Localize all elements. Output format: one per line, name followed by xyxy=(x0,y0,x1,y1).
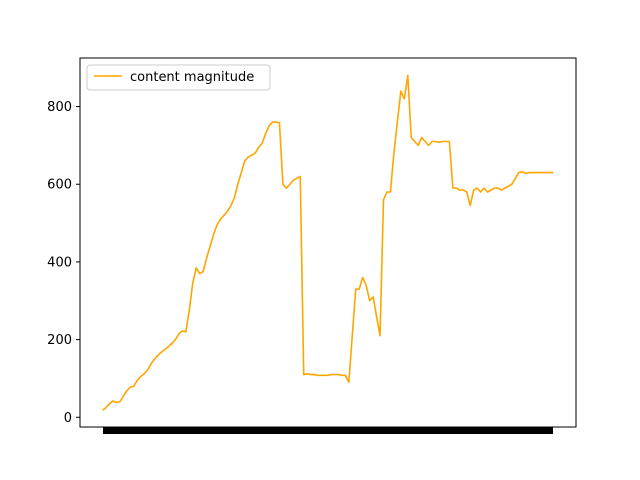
series-line-content-magnitude xyxy=(102,74,554,411)
y-tick-label: 200 xyxy=(47,333,72,348)
y-axis: 0 200 400 600 800 xyxy=(47,100,80,426)
legend-box xyxy=(86,64,271,91)
legend: content magnitude xyxy=(86,64,271,91)
legend-label: content magnitude xyxy=(130,70,254,85)
x-tick-labels-bar xyxy=(103,427,553,434)
y-tick-label: 600 xyxy=(47,178,72,193)
plot-area xyxy=(79,57,577,428)
y-tick-label: 400 xyxy=(47,255,72,270)
y-tick-label: 800 xyxy=(47,100,72,115)
y-tick-label: 0 xyxy=(64,411,72,426)
